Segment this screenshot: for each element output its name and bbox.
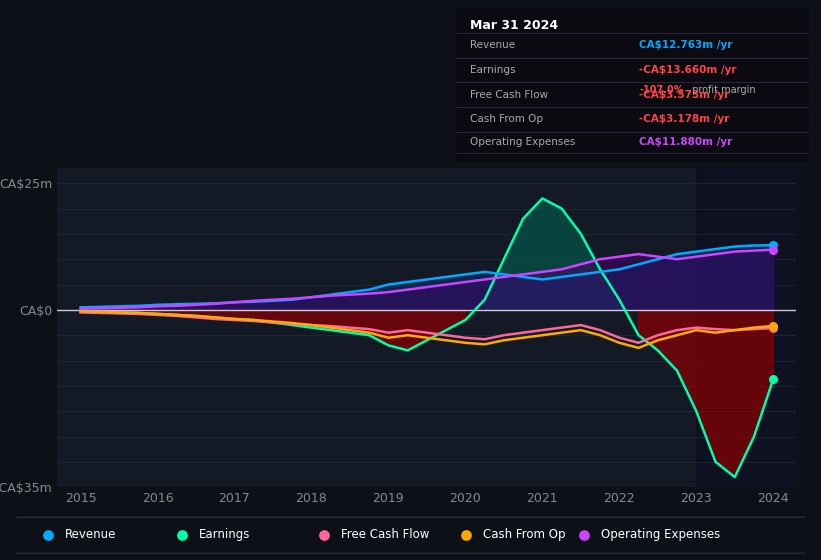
- Text: -CA$3.573m /yr: -CA$3.573m /yr: [640, 90, 730, 100]
- Point: [41, 530, 54, 539]
- Text: -CA$13.660m /yr: -CA$13.660m /yr: [640, 65, 736, 75]
- Point: [317, 530, 330, 539]
- Text: Operating Expenses: Operating Expenses: [601, 528, 721, 542]
- Text: Free Cash Flow: Free Cash Flow: [470, 90, 548, 100]
- Bar: [696, 168, 796, 487]
- Text: profit margin: profit margin: [689, 85, 755, 95]
- FancyBboxPatch shape: [8, 517, 813, 553]
- Text: CA$11.880m /yr: CA$11.880m /yr: [640, 137, 732, 147]
- Text: Revenue: Revenue: [470, 40, 515, 50]
- Text: Earnings: Earnings: [470, 65, 516, 75]
- Text: Cash From Op: Cash From Op: [483, 528, 566, 542]
- Text: -CA$3.178m /yr: -CA$3.178m /yr: [640, 114, 730, 124]
- Text: -107.0%: -107.0%: [640, 85, 684, 95]
- Point: [767, 324, 780, 333]
- Point: [459, 530, 472, 539]
- Text: Cash From Op: Cash From Op: [470, 114, 543, 124]
- Text: Earnings: Earnings: [200, 528, 250, 542]
- Point: [767, 375, 780, 384]
- Text: Operating Expenses: Operating Expenses: [470, 137, 575, 147]
- Point: [767, 321, 780, 330]
- Text: Free Cash Flow: Free Cash Flow: [342, 528, 429, 542]
- Point: [577, 530, 590, 539]
- Text: CA$12.763m /yr: CA$12.763m /yr: [640, 40, 732, 50]
- Point: [176, 530, 189, 539]
- Text: Revenue: Revenue: [66, 528, 117, 542]
- Point: [767, 241, 780, 250]
- Point: [767, 245, 780, 254]
- Text: Mar 31 2024: Mar 31 2024: [470, 19, 558, 32]
